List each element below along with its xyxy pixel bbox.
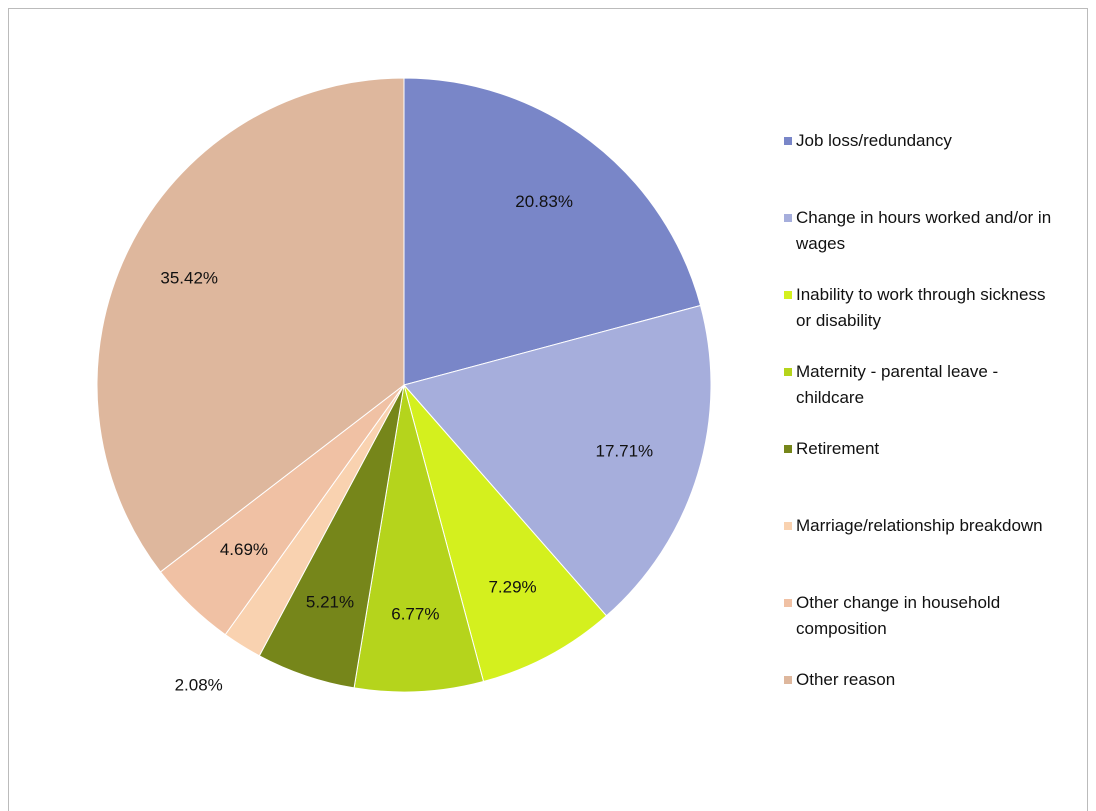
legend-label: Maternity - parental leave - childcare: [796, 362, 999, 407]
data-label: 5.21%: [306, 593, 354, 612]
pie-slice: [403, 304, 712, 617]
legend-item: Maternity - parental leave - childcare: [784, 359, 1064, 436]
legend-label: Change in hours worked and/or in wages: [796, 208, 1052, 253]
data-label: 35.42%: [160, 269, 218, 288]
legend-label: Other change in household composition: [796, 593, 1001, 638]
legend-swatch: [784, 599, 792, 607]
legend-label: Job loss/redundancy: [796, 131, 952, 150]
legend-swatch: [784, 291, 792, 299]
legend-item: Inability to work through sickness or di…: [784, 282, 1064, 359]
legend-item: Retirement: [784, 436, 1064, 513]
legend-item: Job loss/redundancy: [784, 128, 1064, 205]
legend-swatch: [784, 676, 792, 684]
legend-label: Inability to work through sickness or di…: [796, 285, 1046, 330]
legend: Job loss/redundancy Change in hours worke…: [784, 128, 1064, 744]
legend-swatch: [784, 137, 792, 145]
legend-swatch: [784, 522, 792, 530]
pie-slice: [403, 384, 608, 683]
legend-label: Retirement: [796, 439, 880, 458]
legend-item: Other change in household composition: [784, 590, 1064, 667]
legend-swatch: [784, 214, 792, 222]
data-label: 17.71%: [596, 441, 654, 460]
pie-slice: [96, 77, 405, 573]
legend-swatch: [784, 445, 792, 453]
pie-slice: [403, 77, 702, 386]
data-label: 20.83%: [515, 192, 573, 211]
frame: [8, 8, 1088, 811]
legend-item: Other reason: [784, 667, 1064, 744]
data-label: 4.69%: [220, 540, 268, 559]
legend-item: Marriage/relationship breakdown: [784, 513, 1064, 590]
data-label: 2.08%: [175, 675, 223, 694]
data-label: 6.77%: [391, 604, 439, 623]
legend-label: Other reason: [796, 670, 896, 689]
legend-item: Change in hours worked and/or in wages: [784, 205, 1064, 282]
legend-label: Marriage/relationship breakdown: [796, 516, 1043, 535]
legend-swatch: [784, 368, 792, 376]
pie-slice: [353, 384, 485, 693]
data-label: 7.29%: [488, 578, 536, 597]
